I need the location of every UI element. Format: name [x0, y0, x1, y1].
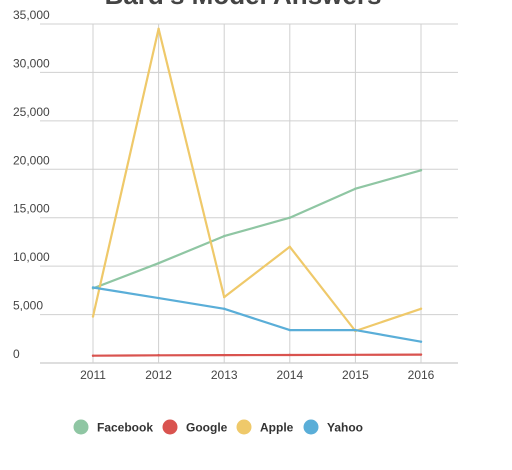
x-tick-label: 2015 — [342, 368, 369, 382]
data-point-yahoo — [419, 340, 423, 343]
data-point-google — [419, 353, 423, 356]
legend-label-yahoo: Yahoo — [327, 421, 363, 435]
legend-swatch-apple — [236, 419, 252, 435]
legend: Facebook Google Apple Yahoo — [73, 419, 363, 435]
x-tick-label: 2014 — [276, 368, 303, 382]
legend-label-facebook: Facebook — [97, 421, 153, 435]
x-tick-label: 2016 — [408, 368, 435, 382]
data-point-facebook — [354, 187, 357, 190]
series-line-apple — [91, 27, 423, 333]
data-point-google — [288, 353, 291, 357]
legend-label-apple: Apple — [260, 421, 294, 435]
data-point-apple — [419, 307, 423, 310]
grid — [40, 23, 458, 364]
x-tick-label: 2013 — [211, 368, 238, 382]
data-point-apple — [288, 245, 291, 248]
legend-swatch-facebook — [73, 419, 89, 435]
data-point-google — [91, 354, 95, 357]
data-point-google — [223, 353, 226, 357]
series-line-google — [91, 353, 423, 357]
y-tick-label: 25,000 — [13, 105, 50, 119]
data-point-yahoo — [354, 328, 357, 332]
x-tick-label: 2012 — [145, 368, 172, 382]
data-point-yahoo — [157, 296, 160, 300]
data-point-apple — [91, 315, 95, 318]
legend-label-google: Google — [186, 421, 228, 435]
y-tick-label: 5,000 — [13, 299, 43, 313]
y-tick-label: 35,000 — [13, 8, 50, 22]
chart-title: Bard's Model Answers — [105, 0, 382, 10]
data-point-facebook — [419, 169, 423, 172]
x-tick-label: 2011 — [80, 368, 106, 382]
legend-swatch-google — [162, 419, 178, 435]
legend-swatch-yahoo — [303, 419, 319, 435]
data-point-apple — [157, 27, 160, 31]
y-axis-ticks: 0 5,000 10,000 15,000 20,000 25,000 30,000 35,0… — [13, 8, 50, 361]
y-tick-label: 30,000 — [13, 56, 50, 70]
data-point-apple — [223, 295, 226, 299]
data-point-yahoo — [91, 286, 95, 289]
series-line-yahoo — [91, 286, 423, 343]
y-tick-label: 0 — [13, 347, 20, 361]
data-point-facebook — [157, 262, 160, 265]
data-point-yahoo — [288, 328, 291, 332]
x-axis-ticks: 2011 2012 2013 2014 2015 2016 — [80, 368, 435, 382]
data-point-facebook — [288, 216, 291, 219]
y-tick-label: 20,000 — [13, 153, 50, 167]
data-point-google — [354, 353, 357, 356]
data-point-facebook — [223, 234, 226, 238]
data-point-google — [157, 354, 160, 357]
y-tick-label: 10,000 — [13, 250, 50, 264]
y-tick-label: 15,000 — [13, 202, 50, 216]
data-point-yahoo — [223, 307, 226, 310]
series-line-facebook — [91, 169, 423, 290]
series-lines — [91, 27, 423, 357]
